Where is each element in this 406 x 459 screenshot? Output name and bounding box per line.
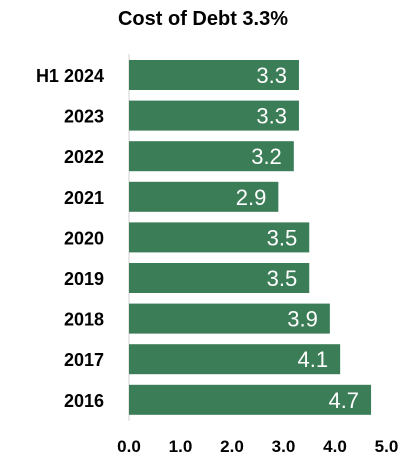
chart-title: Cost of Debt 3.3% [117,8,289,30]
category-label: H1 2024 [36,66,104,86]
bar-value-label: 3.2 [251,144,282,169]
bar [129,60,299,90]
bar [129,384,372,415]
category-label: 2017 [64,350,104,370]
x-tick-label: 0.0 [117,437,141,456]
bar [129,303,330,334]
bar [129,141,294,172]
bar-value-label: 3.9 [287,307,318,332]
x-tick-label: 5.0 [375,437,399,456]
bar-value-label: 2.9 [236,185,267,210]
x-tick-label: 1.0 [169,437,193,456]
x-tick-label: 3.0 [272,437,296,456]
x-tick-label: 4.0 [323,437,347,456]
bar-value-label: 3.5 [267,266,298,291]
category-label: 2020 [64,228,104,248]
bar [129,181,279,212]
bar-value-label: 3.3 [256,63,287,88]
category-label: 2021 [64,188,104,208]
bar [129,100,299,131]
bar-value-label: 3.3 [256,104,287,129]
category-label: 2022 [64,147,104,167]
category-label: 2016 [64,391,104,411]
bar-value-label: 4.7 [328,388,359,413]
x-tick-label: 2.0 [220,437,244,456]
category-label: 2019 [64,269,104,289]
bar-value-label: 4.1 [298,347,329,372]
bar [129,263,310,293]
bar [129,344,341,375]
category-label: 2023 [64,107,104,127]
category-label: 2018 [64,310,104,330]
bar-value-label: 3.5 [267,225,298,250]
bar [129,222,310,253]
